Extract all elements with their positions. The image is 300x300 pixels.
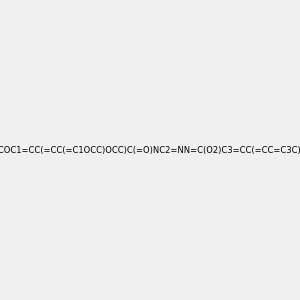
Text: CCOC1=CC(=CC(=C1OCC)OCC)C(=O)NC2=NN=C(O2)C3=CC(=CC=C3C)C: CCOC1=CC(=CC(=C1OCC)OCC)C(=O)NC2=NN=C(O2… [0, 146, 300, 154]
